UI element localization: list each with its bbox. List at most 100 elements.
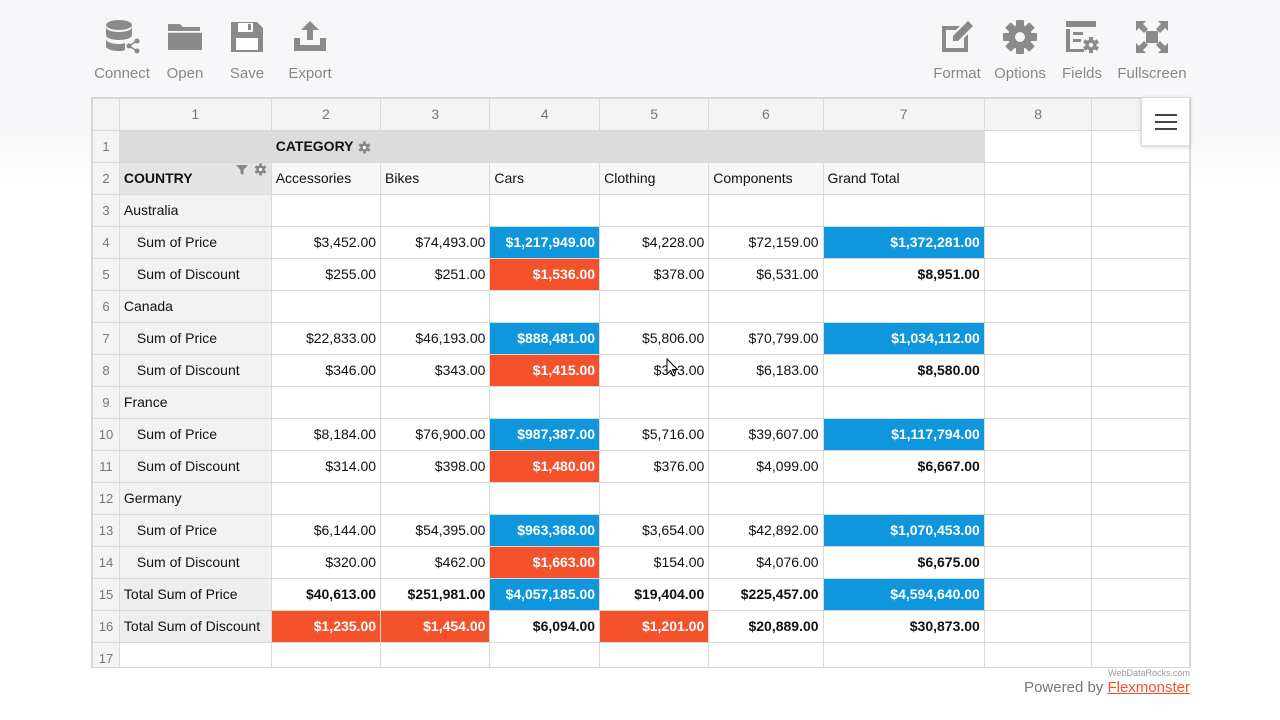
value-cell[interactable]: $1,372,281.00	[822, 226, 985, 259]
value-cell[interactable]: $5,806.00	[599, 322, 710, 355]
flexmonster-link[interactable]: Flexmonster	[1107, 679, 1190, 696]
fullscreen-button[interactable]: Fullscreen	[1114, 18, 1190, 90]
value-cell[interactable]: $4,099.00	[708, 450, 824, 483]
value-cell[interactable]: $1,454.00	[380, 610, 491, 643]
value-cell[interactable]: $462.00	[380, 546, 491, 579]
value-cell[interactable]: $378.00	[599, 258, 710, 291]
value-cell[interactable]: $1,480.00	[489, 450, 601, 483]
value-cell[interactable]: $8,951.00	[822, 258, 985, 291]
value-cell[interactable]: $314.00	[270, 450, 382, 483]
value-cell[interactable]: $70,799.00	[708, 322, 824, 355]
value-cell[interactable]: $1,415.00	[489, 354, 601, 387]
row-label[interactable]: France	[118, 386, 272, 419]
value-cell[interactable]: $255.00	[270, 258, 382, 291]
value-cell[interactable]: $6,144.00	[270, 514, 382, 547]
row-label[interactable]: Sum of Price	[118, 226, 272, 259]
row-label[interactable]: Sum of Discount	[118, 354, 272, 387]
value-cell[interactable]: $40,613.00	[270, 578, 382, 611]
value-cell[interactable]: $376.00	[599, 450, 710, 483]
value-cell[interactable]: $251.00	[380, 258, 491, 291]
value-cell[interactable]: $39,607.00	[708, 418, 824, 451]
value-cell[interactable]: $393.00	[599, 354, 710, 387]
row-label[interactable]: Sum of Price	[118, 418, 272, 451]
value-cell[interactable]: $72,159.00	[708, 226, 824, 259]
open-button[interactable]: Open	[160, 18, 210, 90]
value-cell[interactable]: $5,716.00	[599, 418, 710, 451]
value-cell[interactable]: $987,387.00	[489, 418, 601, 451]
row-label[interactable]: Sum of Discount	[118, 258, 272, 291]
empty-cell	[380, 482, 491, 515]
value-cell[interactable]: $963,368.00	[489, 514, 601, 547]
options-button[interactable]: Options	[990, 18, 1050, 90]
column-header-components[interactable]: Components	[708, 162, 824, 195]
value-cell[interactable]: $54,395.00	[380, 514, 491, 547]
value-cell[interactable]: $22,833.00	[270, 322, 382, 355]
value-cell[interactable]: $251,981.00	[380, 578, 491, 611]
row-label[interactable]: Germany	[118, 482, 272, 515]
country-header[interactable]: COUNTRY	[118, 162, 272, 195]
value-cell[interactable]: $8,580.00	[822, 354, 985, 387]
save-button[interactable]: Save	[222, 18, 272, 90]
value-cell[interactable]: $6,667.00	[822, 450, 985, 483]
category-header[interactable]: CATEGORY	[270, 130, 985, 163]
value-cell[interactable]: $1,201.00	[599, 610, 710, 643]
value-cell[interactable]: $3,452.00	[270, 226, 382, 259]
row-number: 6	[92, 290, 120, 323]
value-cell[interactable]: $4,076.00	[708, 546, 824, 579]
row-label[interactable]: Canada	[118, 290, 272, 323]
value-cell[interactable]: $1,070,453.00	[822, 514, 985, 547]
fields-button[interactable]: Fields	[1056, 18, 1108, 90]
value-cell[interactable]: $343.00	[380, 354, 491, 387]
value-cell[interactable]: $6,675.00	[822, 546, 985, 579]
row-label[interactable]: Sum of Price	[118, 514, 272, 547]
empty-cell	[708, 290, 824, 323]
connect-button[interactable]: Connect	[91, 18, 153, 90]
value-cell[interactable]: $42,892.00	[708, 514, 824, 547]
value-cell[interactable]: $1,217,949.00	[489, 226, 601, 259]
value-cell[interactable]: $1,117,794.00	[822, 418, 985, 451]
format-button[interactable]: Format	[930, 18, 984, 90]
row-label[interactable]: Sum of Discount	[118, 450, 272, 483]
value-cell[interactable]: $4,594,640.00	[822, 578, 985, 611]
row-label[interactable]: Australia	[118, 194, 272, 227]
column-header-bikes[interactable]: Bikes	[380, 162, 491, 195]
export-button[interactable]: Export	[283, 18, 337, 90]
value-cell[interactable]: $8,184.00	[270, 418, 382, 451]
column-number: 3	[380, 98, 491, 131]
value-cell[interactable]: $4,057,185.00	[489, 578, 601, 611]
value-cell[interactable]: $76,900.00	[380, 418, 491, 451]
value-cell[interactable]: $398.00	[380, 450, 491, 483]
value-cell[interactable]: $6,094.00	[489, 610, 601, 643]
column-header-cars[interactable]: Cars	[489, 162, 601, 195]
value-cell[interactable]: $1,663.00	[489, 546, 601, 579]
row-label[interactable]: Sum of Discount	[118, 546, 272, 579]
value-cell[interactable]: $320.00	[270, 546, 382, 579]
hamburger-menu-button[interactable]	[1141, 97, 1190, 146]
value-cell[interactable]: $3,654.00	[599, 514, 710, 547]
row-label[interactable]: Total Sum of Discount	[118, 610, 272, 643]
value-cell[interactable]: $888,481.00	[489, 322, 601, 355]
column-header-accessories[interactable]: Accessories	[270, 162, 382, 195]
value-cell[interactable]: $6,531.00	[708, 258, 824, 291]
column-header-clothing[interactable]: Clothing	[599, 162, 710, 195]
value-cell[interactable]: $30,873.00	[822, 610, 985, 643]
value-cell[interactable]: $154.00	[599, 546, 710, 579]
gear-icon[interactable]	[254, 163, 267, 176]
value-cell[interactable]: $346.00	[270, 354, 382, 387]
value-cell[interactable]: $1,034,112.00	[822, 322, 985, 355]
row-label[interactable]: Total Sum of Price	[118, 578, 272, 611]
value-cell[interactable]: $6,183.00	[708, 354, 824, 387]
filter-icon[interactable]	[235, 164, 248, 176]
value-cell[interactable]: $1,235.00	[270, 610, 382, 643]
column-number: 2	[270, 98, 382, 131]
value-cell[interactable]: $46,193.00	[380, 322, 491, 355]
column-header-grand-total[interactable]: Grand Total	[822, 162, 985, 195]
value-cell[interactable]: $19,404.00	[599, 578, 710, 611]
gear-icon[interactable]	[358, 141, 371, 154]
value-cell[interactable]: $1,536.00	[489, 258, 601, 291]
row-label[interactable]: Sum of Price	[118, 322, 272, 355]
value-cell[interactable]: $4,228.00	[599, 226, 710, 259]
value-cell[interactable]: $20,889.00	[708, 610, 824, 643]
value-cell[interactable]: $74,493.00	[380, 226, 491, 259]
value-cell[interactable]: $225,457.00	[708, 578, 824, 611]
